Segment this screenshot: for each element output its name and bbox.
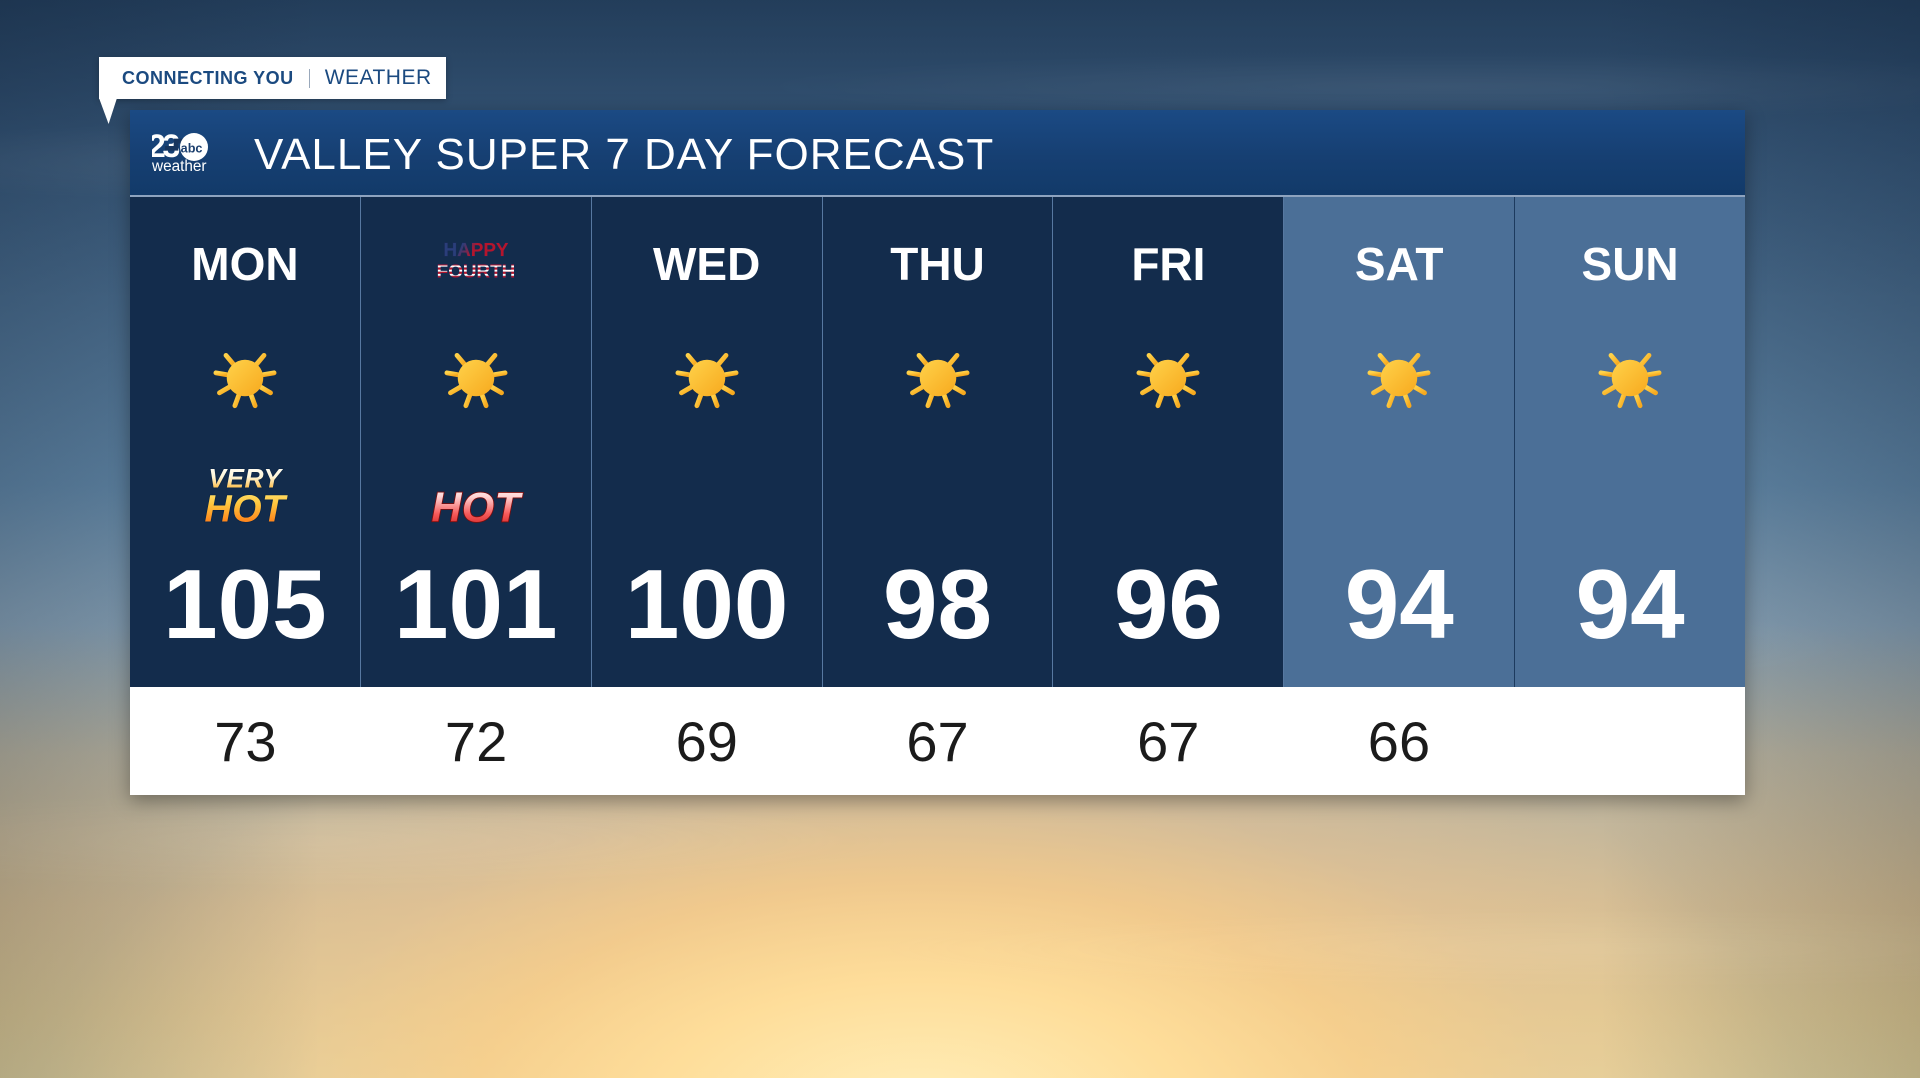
- svg-text:HOT: HOT: [431, 483, 523, 530]
- svg-text:abc: abc: [181, 141, 203, 155]
- svg-text:HAPPY: HAPPY: [443, 240, 508, 261]
- svg-text:weather: weather: [152, 158, 207, 175]
- svg-text:FOURTH: FOURTH: [436, 261, 515, 282]
- svg-text:HOT: HOT: [204, 487, 287, 529]
